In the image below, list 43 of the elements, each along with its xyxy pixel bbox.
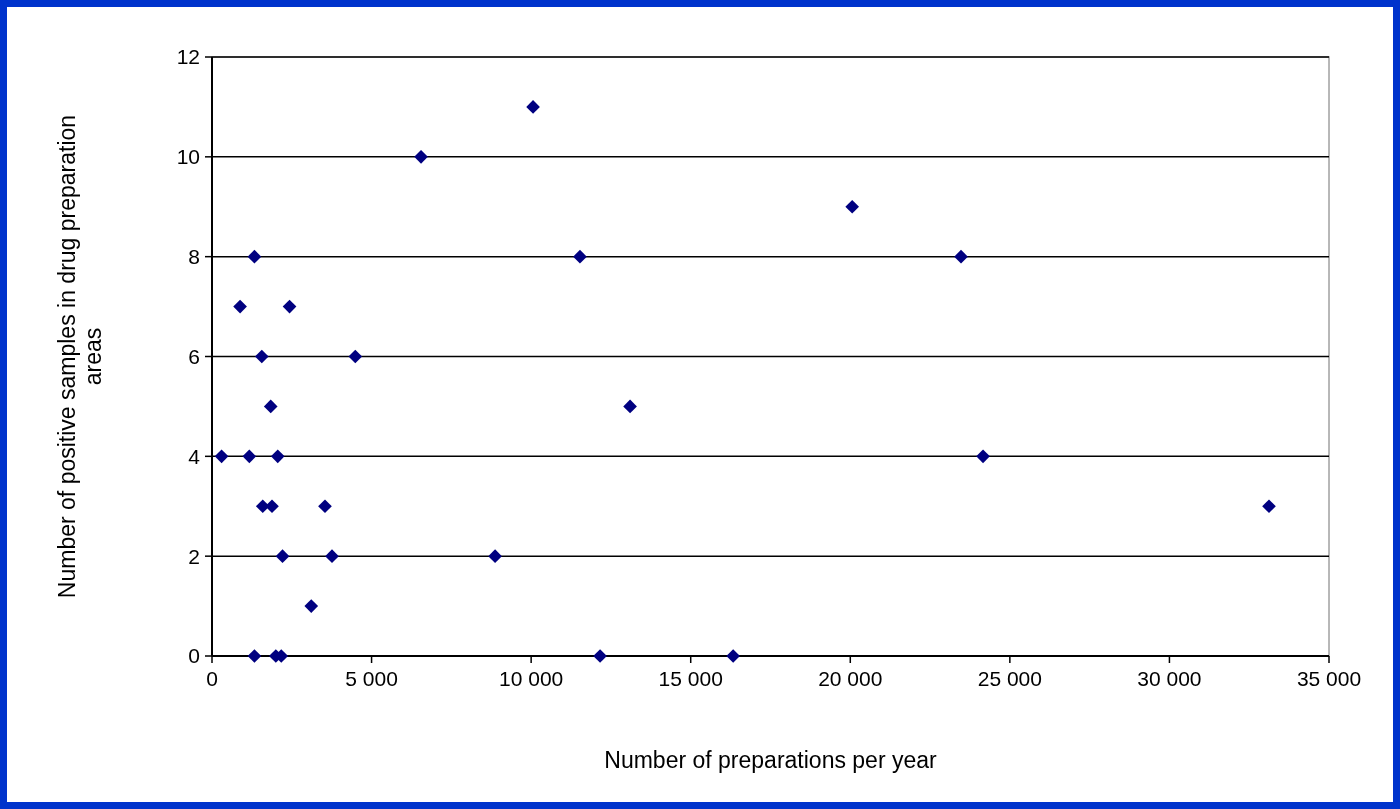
point xyxy=(318,499,332,514)
x-tick-label: 20 000 xyxy=(818,667,883,690)
point xyxy=(1262,499,1276,514)
x-tick-label: 15 000 xyxy=(658,667,723,690)
point xyxy=(325,549,339,563)
point xyxy=(247,649,262,663)
point xyxy=(526,100,540,114)
x-tick-label: 0 xyxy=(206,667,218,690)
y-tick-label: 6 xyxy=(188,344,200,368)
y-tick-label: 2 xyxy=(188,544,200,568)
point xyxy=(623,399,637,414)
point xyxy=(270,449,285,464)
y-tick-label: 8 xyxy=(188,245,200,269)
point xyxy=(573,249,587,264)
point xyxy=(593,649,607,663)
point xyxy=(275,549,290,563)
y-tick-label: 12 xyxy=(176,45,200,69)
point xyxy=(954,249,968,264)
x-tick-label: 10 000 xyxy=(499,667,564,690)
x-tick-label: 35 000 xyxy=(1296,667,1362,690)
point xyxy=(348,349,363,364)
point xyxy=(233,299,247,314)
point xyxy=(976,449,990,464)
point xyxy=(263,399,278,414)
point xyxy=(265,499,279,514)
x-axis-title: Number of preparations per year xyxy=(604,747,938,773)
point xyxy=(488,549,502,563)
y-tick-label: 0 xyxy=(188,644,200,668)
y-tick-label: 4 xyxy=(188,444,201,468)
point xyxy=(414,150,428,164)
x-tick-label: 5 000 xyxy=(345,667,398,690)
point xyxy=(845,199,860,214)
y-tick-label: 10 xyxy=(176,145,200,169)
point xyxy=(726,649,740,663)
point xyxy=(242,449,257,464)
point xyxy=(247,249,262,264)
point xyxy=(282,299,297,314)
x-tick-label: 30 000 xyxy=(1137,667,1202,690)
y-axis-title: Number of positive samples in drug preparation areas xyxy=(54,114,107,599)
point xyxy=(304,599,319,613)
point xyxy=(254,349,269,364)
point xyxy=(214,449,229,464)
x-tick-label: 25 000 xyxy=(977,667,1042,690)
